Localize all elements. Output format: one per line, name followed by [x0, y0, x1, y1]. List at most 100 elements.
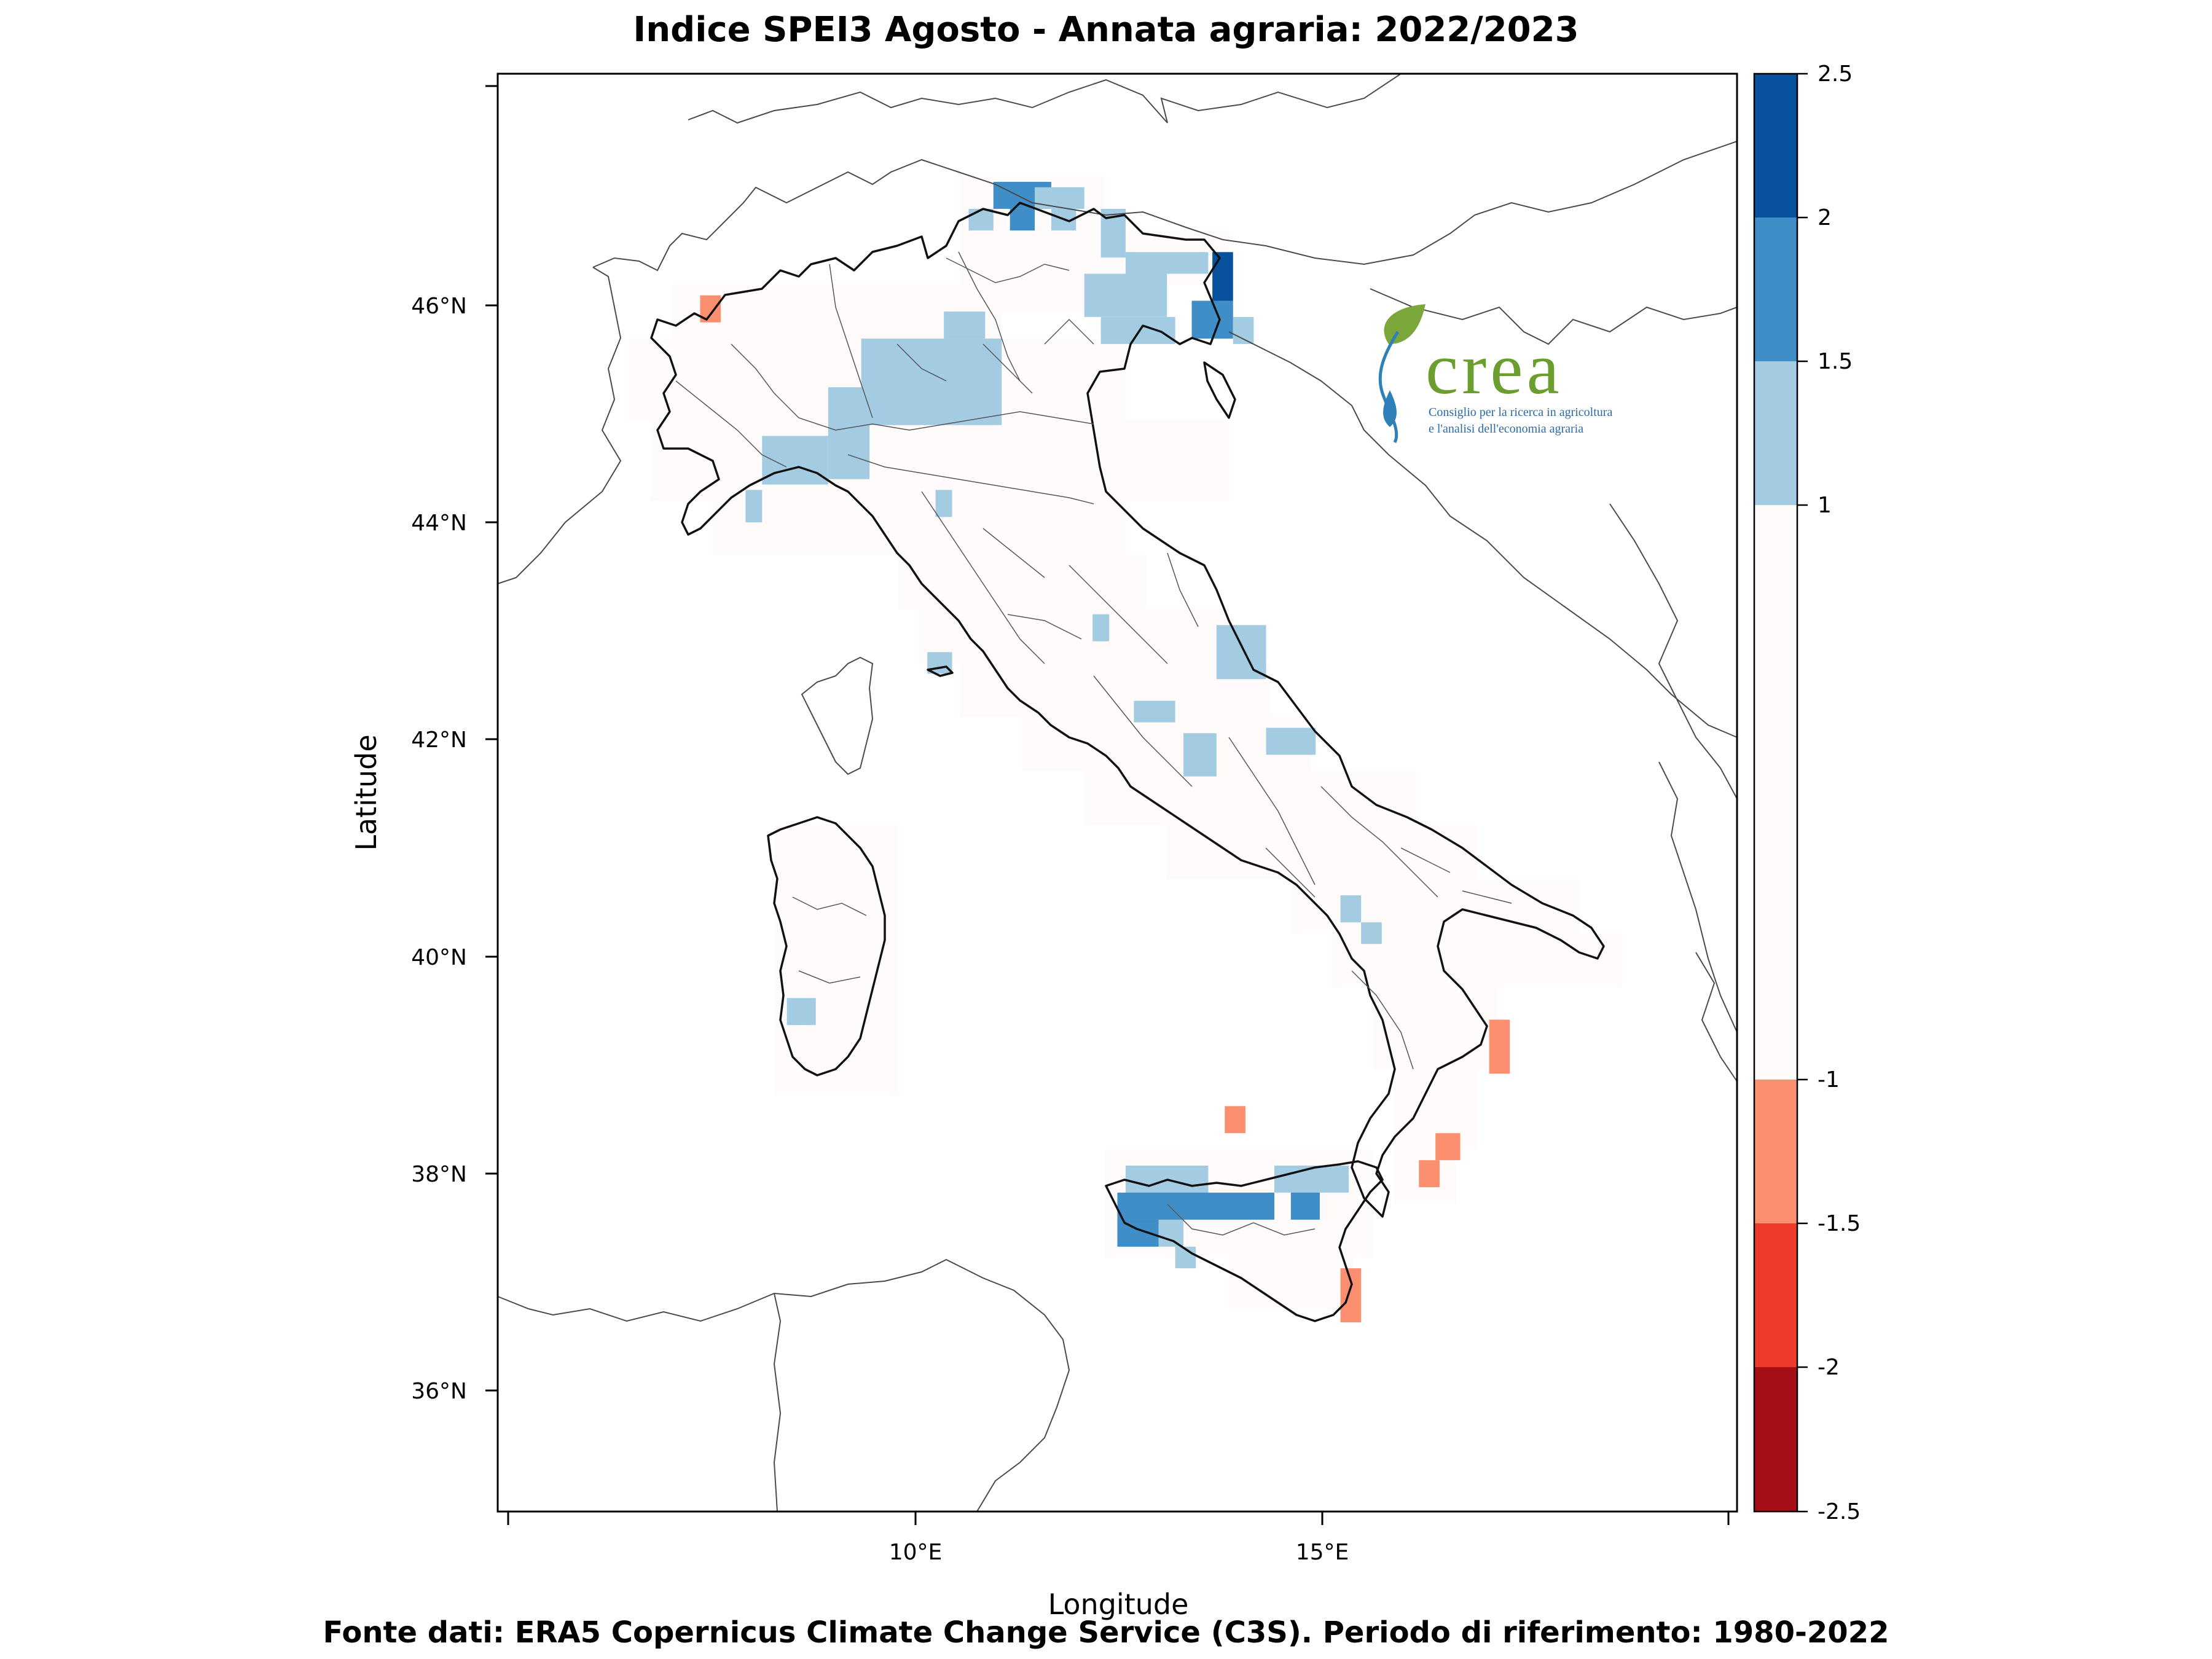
- colorbar-bin-neg1.5-neg2: [1754, 1223, 1797, 1367]
- region-line-piedmont: [675, 380, 787, 468]
- axes: 46°N 44°N 42°N 40°N 38°N 36°N 10°E 15°E …: [350, 85, 1730, 1621]
- neutral-cell: [650, 420, 1230, 501]
- neutral-cell: [919, 608, 1230, 663]
- colorbar-bin-neg2-neg2.5: [1754, 1367, 1797, 1512]
- border-austria-germany: [688, 73, 1402, 124]
- sicily: [1105, 1160, 1384, 1322]
- neutral-cell: [712, 500, 1126, 555]
- colorbar-bin-neg1-neg1.5: [1754, 1080, 1797, 1223]
- region-line-veneto: [958, 251, 1021, 382]
- neutral-cell: [1229, 1257, 1353, 1312]
- spei-cell: [935, 490, 952, 517]
- region-line-tuscany: [921, 491, 1045, 664]
- spei-cell: [1125, 252, 1209, 274]
- border-africa-coast: [497, 1258, 1070, 1512]
- map-title: Indice SPEI3 Agosto - Annata agraria: 20…: [633, 10, 1579, 50]
- colorbar-bin-1.5-2: [1754, 218, 1797, 361]
- data-source-footer: Fonte dati: ERA5 Copernicus Climate Chan…: [323, 1615, 1889, 1650]
- spei-cell: [1290, 1192, 1320, 1220]
- border-algeria-tunisia: [773, 1293, 782, 1512]
- y-tick-label-36: 36°N: [411, 1379, 467, 1404]
- region-line-emilia: [847, 454, 1094, 504]
- neutral-cell: [1290, 879, 1580, 933]
- spei-cell: [1158, 1219, 1184, 1247]
- spei-cell: [1183, 733, 1217, 777]
- y-tick-label-46: 46°N: [411, 294, 467, 319]
- neutral-cell: [1167, 825, 1477, 879]
- border-albania: [1658, 761, 1738, 1033]
- corsica: [801, 656, 874, 775]
- y-tick-label-40: 40°N: [411, 945, 467, 970]
- elba: [927, 665, 954, 677]
- region-line-provinces-a: [896, 318, 1094, 394]
- region-line-puglia: [1320, 786, 1438, 898]
- border-greece: [1695, 952, 1738, 1082]
- colorbar-frame: [1753, 73, 1798, 1513]
- x-tick-label-10: 10°E: [889, 1540, 943, 1565]
- leaf-icon: [1384, 304, 1426, 344]
- spei-cell: [1216, 625, 1266, 680]
- region-line-lazio: [1093, 675, 1193, 787]
- logo-line-2: e l'analisi dell'economia agraria: [1429, 422, 1583, 436]
- neutral-cell: [1084, 771, 1415, 825]
- spei-cell: [745, 490, 763, 523]
- stem-icon: [1378, 331, 1400, 444]
- cb-label-neg2: -2: [1818, 1355, 1840, 1380]
- italy-peninsula: [650, 202, 1605, 1218]
- spei-cell: [1274, 1165, 1349, 1193]
- region-line-campania: [1228, 737, 1316, 885]
- neutral-cell: [1373, 987, 1498, 1069]
- logo-line-1: Consiglio per la ricerca in agricoltura: [1429, 406, 1612, 419]
- logo-wordmark: crea: [1426, 327, 1563, 409]
- region-line-calabria: [1351, 970, 1414, 1070]
- cb-label-2.5: 2.5: [1818, 61, 1853, 87]
- country-borders: [497, 73, 1738, 1512]
- spei-cell: [1361, 922, 1382, 944]
- x-axis: [507, 1512, 1730, 1525]
- water-drop-icon: [1383, 390, 1397, 427]
- cb-label-2: 2: [1818, 205, 1832, 230]
- region-line-sicily: [1167, 1204, 1316, 1236]
- colorbar-bin-2-2.5: [1754, 74, 1797, 218]
- cb-label-neg1.5: -1.5: [1818, 1211, 1861, 1236]
- x-tick-label-15: 15°E: [1296, 1540, 1349, 1565]
- plot-area: [496, 73, 1738, 1513]
- border-switzerland-france: [497, 267, 622, 584]
- italy-outline: [650, 202, 1605, 1322]
- spei-cell: [1100, 316, 1175, 344]
- colorbar: 2.5 2 1.5 1 -1 -1.5 -2 -2.5: [1753, 61, 1861, 1524]
- spei-cell: [1435, 1133, 1461, 1161]
- region-line-provinces-b: [982, 528, 1199, 640]
- y-axis-label: Latitude: [350, 734, 383, 850]
- neutral-cell: [898, 554, 1147, 609]
- region-line-sardinia: [792, 896, 867, 984]
- spei-cell: [828, 387, 870, 479]
- plot-border: [496, 73, 1738, 1513]
- border-balkans-inland: [1370, 288, 1738, 345]
- spei-cell: [861, 339, 1002, 425]
- spei-cell: [1340, 895, 1362, 923]
- spei-cell: [1084, 273, 1167, 317]
- cb-label-neg2.5: -2.5: [1818, 1499, 1861, 1524]
- istria: [1203, 361, 1236, 419]
- spei-cell: [786, 998, 816, 1026]
- y-tick-label-44: 44°N: [411, 511, 467, 536]
- spei-cell: [1225, 1106, 1245, 1134]
- x-axis-label: Longitude: [1048, 1588, 1189, 1621]
- colorbar-bin-neutral: [1754, 505, 1797, 1080]
- spei-cell: [1419, 1160, 1440, 1188]
- crea-logo: crea Consiglio per la ricerca in agricol…: [1378, 304, 1612, 444]
- y-axis: [485, 85, 498, 1392]
- spei-cell: [1010, 208, 1035, 231]
- colorbar-ticks: [1797, 73, 1808, 1513]
- spei-cell: [1340, 1268, 1362, 1323]
- spei-cell: [1035, 187, 1084, 209]
- border-balkans-south: [1609, 503, 1738, 799]
- spei-cell: [1233, 316, 1254, 344]
- border-alps-north: [592, 141, 1738, 272]
- region-line-north: [731, 343, 1094, 431]
- sardinia: [767, 816, 886, 1077]
- spei-cell: [968, 208, 994, 231]
- spei-cell: [944, 312, 986, 339]
- spei-cell: [1212, 252, 1233, 301]
